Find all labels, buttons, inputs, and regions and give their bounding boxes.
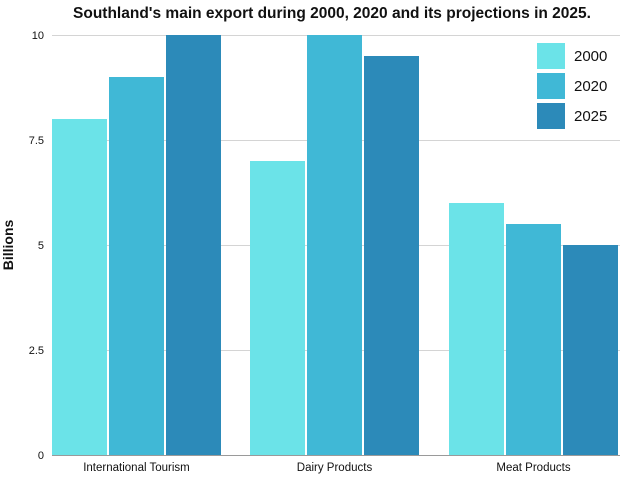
y-tick-label: 2.5	[29, 345, 44, 357]
bar-2000-0	[52, 119, 107, 455]
legend-swatch-2000	[537, 43, 565, 69]
y-axis-label: Billions	[0, 220, 16, 271]
x-category-label: International Tourism	[83, 462, 190, 474]
bar-2000-2	[449, 203, 504, 455]
bar-2020-2	[506, 224, 561, 455]
legend-swatch-2025	[537, 103, 565, 129]
y-axis-ticks: 0 2.5 5 7.5 10	[29, 30, 44, 462]
legend-label: 2020	[574, 78, 607, 95]
legend: 2000 2020 2025	[537, 43, 607, 129]
legend-label: 2025	[574, 108, 607, 125]
y-tick-label: 7.5	[29, 135, 44, 147]
legend-label: 2000	[574, 48, 607, 65]
bar-2000-1	[250, 161, 305, 455]
y-tick-label: 0	[38, 450, 44, 462]
bar-2025-1	[364, 56, 419, 455]
bar-2020-0	[109, 77, 164, 455]
y-tick-label: 5	[38, 240, 44, 252]
x-axis-categories: International Tourism Dairy Products Meat …	[83, 462, 571, 474]
x-category-label: Meat Products	[496, 462, 570, 474]
chart-title: Southland's main export during 2000, 202…	[73, 5, 591, 22]
bars	[52, 35, 618, 455]
bar-2020-1	[307, 35, 362, 455]
x-category-label: Dairy Products	[297, 462, 373, 474]
bar-2025-2	[563, 245, 618, 455]
bar-2025-0	[166, 35, 221, 455]
y-tick-label: 10	[32, 30, 44, 42]
legend-swatch-2020	[537, 73, 565, 99]
